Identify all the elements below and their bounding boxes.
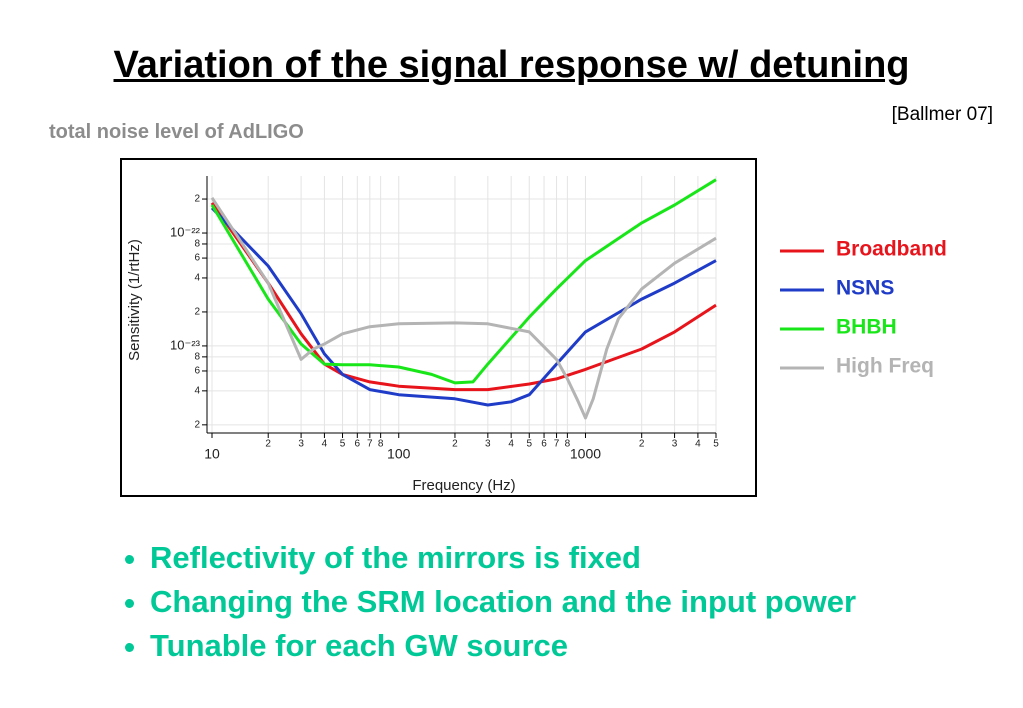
x-tick-label: 5 [526, 439, 532, 450]
y-tick-label: 10⁻²³ [170, 337, 201, 352]
bullet: Tunable for each GW source [150, 624, 856, 668]
x-tick-label: 3 [672, 439, 678, 450]
series-line [210, 202, 717, 392]
y-tick-label: 8 [194, 352, 200, 363]
legend-label: NSNS [836, 277, 894, 300]
x-axis-label: Frequency (Hz) [412, 477, 515, 494]
bullet: Changing the SRM location and the input … [150, 580, 856, 624]
x-tick-label: 6 [541, 439, 547, 450]
x-tick-label: 7 [554, 439, 560, 450]
x-tick-label: 5 [340, 439, 346, 450]
legend-label: Broadband [836, 238, 947, 261]
chart-frame [120, 158, 757, 497]
x-tick-label: 7 [367, 439, 373, 450]
bullet-list: Reflectivity of the mirrors is fixedChan… [128, 536, 856, 668]
x-tick-label: 3 [485, 439, 491, 450]
x-tick-label: 1000 [570, 446, 601, 462]
x-tick-label: 2 [639, 439, 645, 450]
x-tick-label: 8 [565, 439, 571, 450]
x-tick-label: 2 [265, 439, 271, 450]
y-tick-label: 10⁻²² [170, 224, 201, 239]
y-tick-label: 4 [194, 273, 200, 284]
y-tick-label: 8 [194, 239, 200, 250]
series-line [210, 196, 717, 420]
y-tick-label: 6 [194, 366, 200, 377]
x-tick-label: 3 [298, 439, 304, 450]
legend-label: High Freq [836, 355, 934, 378]
chart: Frequency (Hz) Sensitivity (1/rtHz) 10 2 3… [120, 158, 947, 497]
x-tick-label: 4 [508, 439, 514, 450]
x-tick-label: 6 [355, 439, 361, 450]
y-tick-label: 2 [194, 307, 200, 318]
x-tick-label: 4 [322, 439, 328, 450]
y-tick-label: 2 [194, 419, 200, 430]
series-line [210, 178, 717, 385]
series-line [210, 206, 717, 407]
subtitle: total noise level of AdLIGO [49, 121, 304, 143]
x-tick-label: 5 [713, 439, 719, 450]
y-tick-label: 6 [194, 253, 200, 264]
bullet: Reflectivity of the mirrors is fixed [150, 536, 856, 580]
x-tick-label: 100 [387, 446, 411, 462]
y-axis-label: Sensitivity (1/rtHz) [126, 239, 143, 361]
y-tick-label: 4 [194, 385, 200, 396]
citation: [Ballmer 07] [891, 104, 993, 125]
slide-title: Variation of the signal response w/ detu… [113, 44, 910, 86]
x-tick-label: 8 [378, 439, 384, 450]
x-tick-label: 2 [452, 439, 458, 450]
y-tick-label: 2 [194, 194, 200, 205]
x-tick-label: 4 [695, 439, 701, 450]
legend-label: BHBH [836, 316, 897, 339]
x-tick-label: 10 [204, 446, 220, 462]
